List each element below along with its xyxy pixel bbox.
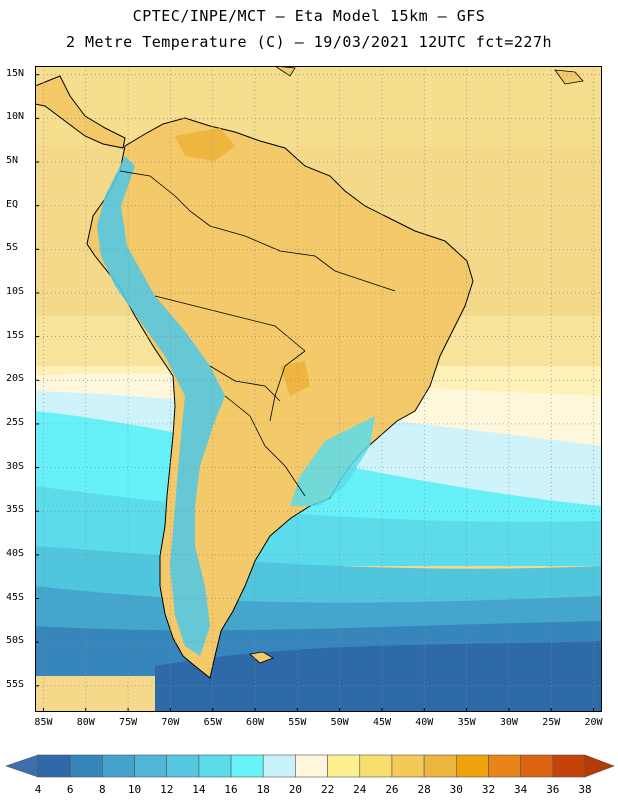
lon-tick-label: 85W bbox=[34, 717, 53, 728]
lat-tick-label: 10S bbox=[6, 285, 25, 297]
colorbar-tick-label: 18 bbox=[256, 783, 270, 796]
central-america-land bbox=[35, 75, 126, 149]
lon-tick-label: 65W bbox=[203, 717, 222, 728]
lon-tick-label: 30W bbox=[499, 717, 518, 728]
lon-tick-label: 60W bbox=[245, 717, 265, 728]
ocean-warm-band bbox=[35, 66, 602, 146]
lat-tick-label: 25S bbox=[6, 416, 25, 428]
colorbar bbox=[5, 754, 615, 778]
colorbar-swatch bbox=[327, 754, 361, 778]
colorbar-swatch bbox=[69, 754, 103, 778]
lon-tick-label: 20W bbox=[584, 717, 603, 728]
colorbar-tick-label: 26 bbox=[385, 783, 399, 796]
map-graticule bbox=[35, 66, 602, 712]
colorbar-swatch bbox=[102, 754, 135, 778]
lat-tick-label: 55S bbox=[6, 678, 25, 690]
map-frame-border bbox=[35, 66, 602, 712]
colorbar-swatch bbox=[552, 754, 586, 778]
lat-tick-label: 5N bbox=[6, 155, 19, 167]
colorbar-swatch bbox=[423, 754, 457, 778]
lon-tick-label: 35W bbox=[457, 717, 476, 728]
lon-tick-label: 50W bbox=[330, 717, 349, 728]
colorbar-swatch bbox=[134, 754, 168, 778]
lon-tick-label: 80W bbox=[76, 717, 95, 728]
colorbar-swatch bbox=[455, 754, 489, 778]
colorbar-tick-label: 10 bbox=[127, 783, 142, 796]
lat-tick-label: 40S bbox=[6, 547, 25, 559]
colorbar-tick-label: 16 bbox=[224, 783, 238, 796]
colorbar-swatch bbox=[391, 754, 425, 778]
colorbar-tick-label: 38 bbox=[578, 783, 592, 796]
temperature-map bbox=[35, 66, 602, 712]
lat-tick-label: 45S bbox=[6, 591, 25, 603]
lat-tick-label: 20S bbox=[6, 373, 25, 385]
colorbar-swatch bbox=[262, 754, 296, 778]
map-subtitle: 2 Metre Temperature (C) – 19/03/2021 12U… bbox=[65, 33, 553, 51]
lat-tick-label: 5S bbox=[6, 242, 19, 254]
colorbar-tick-label: 20 bbox=[288, 783, 303, 796]
lat-tick-label: 30S bbox=[6, 460, 25, 472]
colorbar-tick-label: 22 bbox=[320, 783, 335, 796]
colorbar-tick-label: 4 bbox=[34, 783, 42, 796]
colorbar-swatch bbox=[230, 754, 264, 778]
colorbar-tick-label: 12 bbox=[160, 783, 174, 796]
colorbar-tick-label: 34 bbox=[514, 783, 528, 796]
lat-tick-label: 15S bbox=[6, 329, 25, 341]
colorbar-below-arrow bbox=[5, 754, 39, 778]
map-title: CPTEC/INPE/MCT – Eta Model 15km – GFS bbox=[132, 7, 486, 25]
colorbar-tick-label: 30 bbox=[449, 783, 463, 796]
andes-cold-strip bbox=[97, 156, 225, 656]
falkland-islands bbox=[249, 651, 274, 664]
lat-tick-label: 15N bbox=[6, 67, 25, 79]
colorbar-above-arrow bbox=[584, 754, 615, 778]
lon-tick-label: 55W bbox=[288, 717, 307, 728]
colorbar-swatch bbox=[37, 754, 71, 778]
colorbar-tick-label: 6 bbox=[66, 783, 74, 796]
colorbar-swatch bbox=[359, 754, 393, 778]
colorbar-tick-label: 36 bbox=[546, 783, 560, 796]
lon-tick-label: 70W bbox=[161, 717, 180, 728]
colorbar-tick-label: 24 bbox=[353, 783, 367, 796]
southern-brazil-cool bbox=[290, 416, 375, 506]
colorbar-tick-label: 8 bbox=[99, 783, 106, 796]
colorbar-swatch bbox=[166, 754, 200, 778]
lon-tick-label: 40W bbox=[415, 717, 434, 728]
country-borders bbox=[119, 170, 396, 497]
colorbar-tick-label: 28 bbox=[417, 783, 431, 796]
lon-tick-label: 25W bbox=[542, 717, 561, 728]
lat-tick-label: 50S bbox=[6, 635, 25, 647]
lat-tick-label: EQ bbox=[6, 198, 19, 210]
colorbar-swatch bbox=[520, 754, 554, 778]
lon-tick-label: 45W bbox=[372, 717, 391, 728]
colorbar-swatch bbox=[488, 754, 521, 778]
axis-ticks bbox=[35, 74, 595, 712]
chaco-hot-spot bbox=[280, 361, 310, 396]
venezuela-hot-spot bbox=[175, 128, 235, 161]
lat-tick-label: 10N bbox=[6, 111, 25, 123]
colorbar-tick-label: 14 bbox=[192, 783, 206, 796]
lon-tick-label: 75W bbox=[119, 717, 138, 728]
colorbar-swatch bbox=[198, 754, 232, 778]
colorbar-tick-label: 32 bbox=[481, 783, 496, 796]
colorbar-swatch bbox=[295, 754, 328, 778]
lat-tick-label: 35S bbox=[6, 504, 25, 516]
